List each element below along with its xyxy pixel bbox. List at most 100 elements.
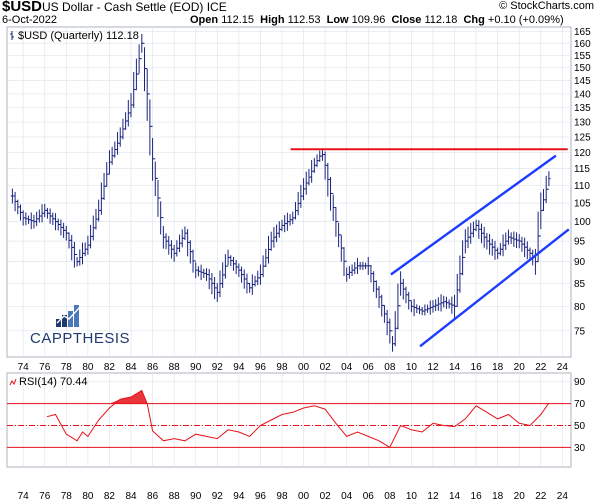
price-y-tick-label: 115: [574, 164, 590, 175]
price-x-tick-label: 82: [104, 362, 116, 373]
price-y-tick-label: 130: [574, 118, 591, 129]
price-y-tick-label: 125: [574, 132, 591, 143]
rsi-x-tick-label: 16: [471, 491, 483, 502]
price-x-tick-label: 08: [384, 362, 396, 373]
logo-bar-icon: [68, 311, 73, 327]
watermark: © StockCharts.com: [499, 0, 594, 12]
logo-trend-icon: [56, 306, 81, 324]
price-x-tick-label: 20: [514, 362, 526, 373]
price-x-tick-label: 86: [147, 362, 159, 373]
rsi-y-tick-label: 30: [574, 443, 586, 454]
price-x-tick-label: 74: [18, 362, 30, 373]
price-y-tick-label: 105: [574, 199, 591, 210]
price-y-tick-label: 120: [574, 148, 591, 159]
logo-bar-icon: [62, 315, 67, 327]
instrument-name: US Dollar - Cash Settle (EOD) ICE: [42, 0, 227, 14]
price-y-tick-label: 145: [574, 76, 591, 87]
price-x-tick-label: 76: [39, 362, 51, 373]
rsi-x-tick-label: 20: [514, 491, 526, 502]
price-x-tick-label: 04: [341, 362, 353, 373]
rsi-x-tick-label: 08: [384, 491, 396, 502]
price-y-tick-label: 110: [574, 181, 590, 192]
rsi-legend-icon: [9, 378, 17, 386]
low-value: 109.96: [351, 14, 386, 26]
rsi-x-tick-label: 78: [61, 491, 73, 502]
logo-text: CAPPTHESIS: [30, 330, 130, 347]
price-y-tick-label: 100: [574, 217, 591, 228]
price-x-tick-label: 10: [406, 362, 418, 373]
rsi-x-tick-label: 04: [341, 491, 353, 502]
rsi-x-tick-label: 14: [449, 491, 461, 502]
symbol-label: $USD: [2, 0, 43, 15]
price-x-tick-label: 94: [233, 362, 245, 373]
change-value: +0.10 (+0.09%): [487, 14, 564, 26]
rsi-x-tick-label: 10: [406, 491, 418, 502]
rsi-x-tick-label: 80: [82, 491, 94, 502]
chart-info-row: 6-Oct-2022 Open 112.15 High 112.53 Low 1…: [0, 13, 598, 27]
rsi-y-tick-label: 50: [574, 421, 586, 432]
open-value: 112.15: [221, 14, 255, 26]
rsi-line: [46, 389, 550, 449]
price-x-tick-label: 02: [320, 362, 332, 373]
rsi-x-tick-label: 00: [298, 491, 310, 502]
price-x-tick-label: 96: [255, 362, 267, 373]
chart-title-row: $USD US Dollar - Cash Settle (EOD) ICE ©…: [0, 0, 598, 15]
rsi-x-tick-label: 22: [535, 491, 547, 502]
price-x-tick-label: 24: [557, 362, 569, 373]
price-x-tick-label: 88: [169, 362, 181, 373]
rsi-x-tick-label: 94: [233, 491, 245, 502]
rsi-x-tick-label: 24: [557, 491, 569, 502]
rsi-legend: RSI(14) 70.44: [9, 376, 87, 388]
price-legend-label: $USD (Quarterly) 112.18: [18, 30, 139, 42]
logo-bar-icon: [56, 319, 61, 327]
price-x-tick-label: 18: [492, 362, 504, 373]
price-x-tick-label: 80: [82, 362, 94, 373]
rsi-x-tick-label: 02: [320, 491, 332, 502]
price-y-tick-label: 135: [574, 103, 591, 114]
price-y-tick-label: 80: [574, 302, 586, 313]
price-x-tick-label: 12: [427, 362, 439, 373]
price-x-tick-label: 22: [535, 362, 547, 373]
channel-trendline: [390, 154, 557, 276]
price-y-tick-label: 155: [574, 51, 591, 62]
price-x-tick-label: 06: [363, 362, 375, 373]
price-y-tick-label: 140: [574, 89, 591, 100]
high-value: 112.53: [287, 14, 321, 26]
price-y-tick-label: 85: [574, 279, 586, 290]
rsi-x-tick-label: 86: [147, 491, 159, 502]
rsi-x-tick-label: 92: [212, 491, 224, 502]
price-x-tick-label: 78: [61, 362, 73, 373]
price-y-tick-label: 150: [574, 63, 591, 74]
rsi-panel-frame: [6, 372, 572, 468]
rsi-x-tick-label: 76: [39, 491, 51, 502]
price-x-tick-label: 90: [190, 362, 202, 373]
rsi-y-tick-label: 70: [574, 399, 586, 410]
rsi-x-tick-label: 06: [363, 491, 375, 502]
close-value: 112.18: [424, 14, 458, 26]
rsi-x-tick-label: 74: [18, 491, 30, 502]
rsi-x-tick-label: 84: [125, 491, 137, 502]
price-x-tick-label: 00: [298, 362, 310, 373]
price-bars: [10, 33, 551, 352]
price-x-tick-label: 16: [471, 362, 483, 373]
rsi-x-tick-label: 96: [255, 491, 267, 502]
price-y-tick-label: 75: [574, 326, 586, 337]
price-x-tick-label: 98: [276, 362, 288, 373]
price-y-tick-label: 165: [574, 27, 591, 38]
price-y-tick-label: 160: [574, 39, 591, 50]
rsi-x-tick-label: 18: [492, 491, 504, 502]
ohlc-readout: Open 112.15 High 112.53 Low 109.96 Close…: [190, 14, 564, 26]
price-panel-frame: [6, 26, 572, 358]
price-x-tick-label: 14: [449, 362, 461, 373]
channel-trendline: [419, 228, 570, 348]
rsi-x-tick-label: 98: [276, 491, 288, 502]
price-x-tick-label: 92: [212, 362, 224, 373]
price-y-tick-label: 90: [574, 257, 586, 268]
rsi-x-tick-label: 90: [190, 491, 202, 502]
rsi-x-tick-label: 82: [104, 491, 116, 502]
price-y-tick-label: 95: [574, 237, 586, 248]
rsi-x-tick-label: 88: [169, 491, 181, 502]
rsi-legend-label: RSI(14) 70.44: [19, 376, 87, 388]
price-x-tick-label: 84: [125, 362, 137, 373]
